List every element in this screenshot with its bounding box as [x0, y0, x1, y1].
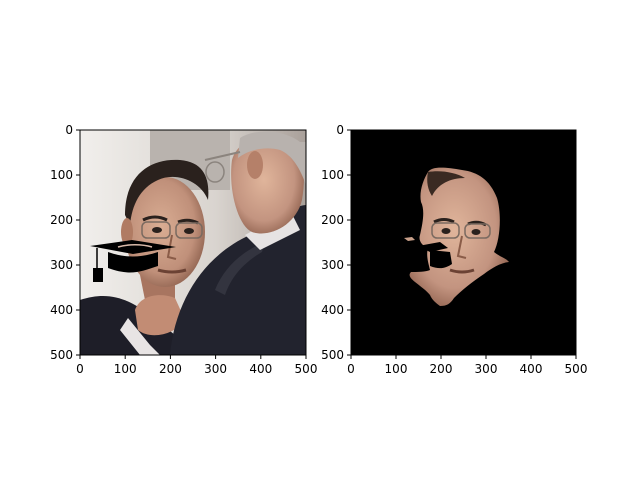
left-x-tick-label: 400 [249, 362, 272, 376]
left-y-tick-label: 500 [50, 348, 73, 362]
left-axes-frame [79, 129, 307, 356]
left-y-tick-label: 400 [50, 303, 73, 317]
left-y-tick-label: 300 [50, 258, 73, 272]
right-x-tick-label: 0 [347, 362, 355, 376]
left-x-tick-label: 500 [295, 362, 318, 376]
photo-image [80, 130, 306, 355]
right-y-axis: 0 100 200 300 400 500 [321, 123, 351, 362]
left-y-axis: 0 100 200 300 400 500 [50, 123, 80, 362]
right-y-tick-label: 0 [336, 123, 344, 137]
left-x-tick-label: 0 [76, 362, 84, 376]
right-y-tick-label: 300 [321, 258, 344, 272]
right-y-tick-label: 200 [321, 213, 344, 227]
right-x-tick-label: 100 [385, 362, 408, 376]
right-x-tick-label: 200 [430, 362, 453, 376]
left-x-tick-label: 300 [204, 362, 227, 376]
masked-face-image [351, 130, 576, 355]
left-x-tick-label: 200 [159, 362, 182, 376]
right-y-tick-label: 500 [321, 348, 344, 362]
right-x-axis: 0 100 200 300 400 500 [347, 355, 587, 376]
right-y-tick-label: 100 [321, 168, 344, 182]
left-y-tick-label: 200 [50, 213, 73, 227]
right-x-tick-label: 500 [565, 362, 588, 376]
right-x-tick-label: 400 [520, 362, 543, 376]
left-y-tick-label: 0 [65, 123, 73, 137]
left-panel: 0 100 200 300 400 500 0 100 200 300 400 500 [50, 123, 317, 376]
left-x-axis: 0 100 200 300 400 500 [76, 355, 317, 376]
right-x-tick-label: 300 [475, 362, 498, 376]
graduation-cap-overlay [90, 240, 176, 282]
right-y-tick-label: 400 [321, 303, 344, 317]
right-axes-frame [350, 129, 577, 356]
left-x-tick-label: 100 [114, 362, 137, 376]
left-y-tick-label: 100 [50, 168, 73, 182]
right-panel: 0 100 200 300 400 500 0 100 200 300 400 500 [321, 123, 587, 376]
